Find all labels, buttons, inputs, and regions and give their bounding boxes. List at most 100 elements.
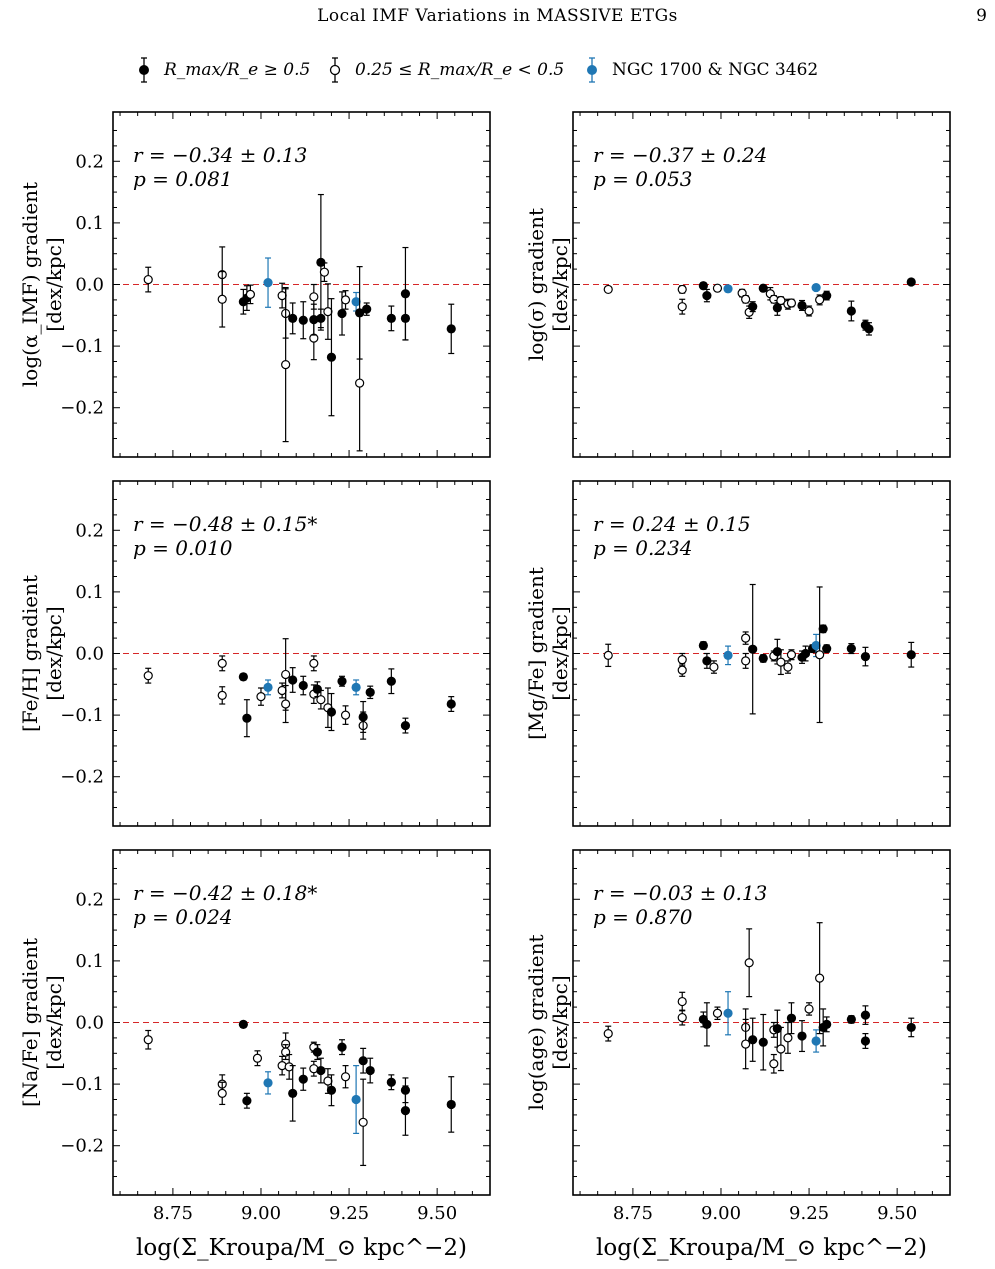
marker-highlight (723, 650, 733, 660)
marker-filled (786, 1013, 797, 1023)
marker-open (217, 1088, 227, 1098)
marker-filled (698, 281, 708, 291)
data-point (309, 303, 319, 336)
data-point (143, 667, 153, 684)
data-point (677, 298, 687, 315)
marker-filled (772, 1024, 782, 1034)
data-point (277, 1055, 287, 1076)
marker-open (143, 1035, 153, 1045)
data-point (846, 1014, 856, 1025)
marker-filled (906, 650, 916, 660)
data-point (822, 1016, 832, 1033)
marker-filled (748, 644, 758, 654)
marker-open (316, 695, 326, 705)
data-point (143, 266, 153, 293)
data-point (776, 1026, 786, 1072)
data-point (758, 283, 768, 293)
marker-open (804, 306, 814, 316)
x-tick-label: 9.25 (789, 1203, 829, 1224)
marker-open (712, 283, 723, 293)
marker-filled (365, 1065, 375, 1076)
legend-label-filled: R_max/R_e ≥ 0.5 (164, 60, 311, 80)
marker-open (340, 1072, 351, 1082)
marker-filled (386, 676, 396, 686)
data-point (365, 685, 375, 700)
marker-filled (312, 684, 322, 694)
data-point (365, 1057, 375, 1084)
x-tick-label: 9.50 (417, 1203, 457, 1224)
panel-3: −0.2 −0.1 0.0 0.1 0.2 [Fe/H] gradient [dex/kpc… (18, 480, 491, 827)
data-point (298, 1067, 308, 1091)
marker-filled (702, 656, 712, 666)
data-point (238, 672, 248, 682)
marker-filled (846, 643, 856, 654)
marker-open (741, 633, 751, 643)
marker-filled (860, 1036, 871, 1046)
data-point (446, 1076, 456, 1133)
marker-filled (800, 648, 811, 659)
data-point (804, 305, 814, 317)
correlation-coefficient: r = −0.42 ± 0.18* (133, 881, 317, 905)
data-point (702, 288, 712, 303)
data-point (603, 1025, 613, 1042)
y-axis-label: [Fe/H] gradient (18, 575, 42, 732)
data-point (906, 641, 916, 668)
marker-filled (772, 303, 782, 313)
marker-filled (758, 1037, 768, 1047)
data-point (702, 652, 712, 669)
data-point (400, 1085, 411, 1136)
marker-filled (288, 313, 298, 323)
marker-open (319, 267, 330, 277)
legend-item-filled: R_max/R_e ≥ 0.5 (134, 56, 310, 84)
marker-open (677, 284, 687, 295)
data-point (846, 300, 856, 322)
data-point (723, 991, 733, 1036)
y-tick-label: −0.2 (60, 767, 104, 788)
marker-filled (846, 1014, 856, 1025)
data-point (288, 1065, 298, 1122)
marker-filled (758, 653, 768, 664)
marker-filled (386, 1077, 396, 1087)
marker-highlight (811, 640, 821, 651)
data-point (217, 270, 227, 328)
marker-filled (797, 300, 807, 311)
marker-open (677, 1012, 687, 1023)
marker-open (277, 685, 287, 696)
marker-filled (822, 643, 832, 654)
data-point (319, 262, 330, 283)
panel-6: 8.75 9.00 9.25 9.50 log(Σ_Kroupa/M_⊙ kpc^−2)… (524, 849, 951, 1261)
data-point (860, 646, 871, 667)
marker-filled (748, 1035, 758, 1045)
marker-open (786, 650, 797, 660)
marker-filled (362, 304, 372, 314)
marker-open (281, 669, 291, 680)
marker-filled (337, 1042, 347, 1052)
panel-1: −0.2 −0.1 0.0 0.1 0.2 log(α_IMF) gradient [dex… (18, 111, 491, 458)
data-point (340, 290, 351, 310)
marker-open (769, 1059, 779, 1069)
marker-open (741, 294, 751, 304)
correlation-coefficient: r = −0.34 ± 0.13 (133, 143, 307, 167)
marker-highlight (351, 1094, 361, 1105)
marker-open (309, 292, 319, 302)
data-point (446, 303, 456, 355)
marker-filled (822, 290, 832, 301)
data-point (242, 1092, 252, 1109)
data-point (677, 284, 687, 295)
data-point (822, 290, 832, 301)
running-title: Local IMF Variations in MASSIVE ETGs (317, 6, 678, 26)
marker-filled (312, 1047, 322, 1057)
data-point (603, 643, 613, 668)
marker-filled (355, 308, 365, 318)
data-point (677, 991, 687, 1012)
y-axis-unit-label: [dex/kpc] (548, 606, 572, 700)
data-point (744, 928, 754, 998)
data-point (709, 660, 719, 674)
y-tick-label: 0.0 (75, 275, 104, 296)
marker-open (677, 665, 687, 675)
correlation-coefficient: r = −0.48 ± 0.15* (133, 512, 317, 536)
marker-open (143, 274, 153, 285)
data-point (326, 1074, 337, 1107)
data-point (340, 1065, 351, 1089)
data-point (316, 689, 326, 710)
